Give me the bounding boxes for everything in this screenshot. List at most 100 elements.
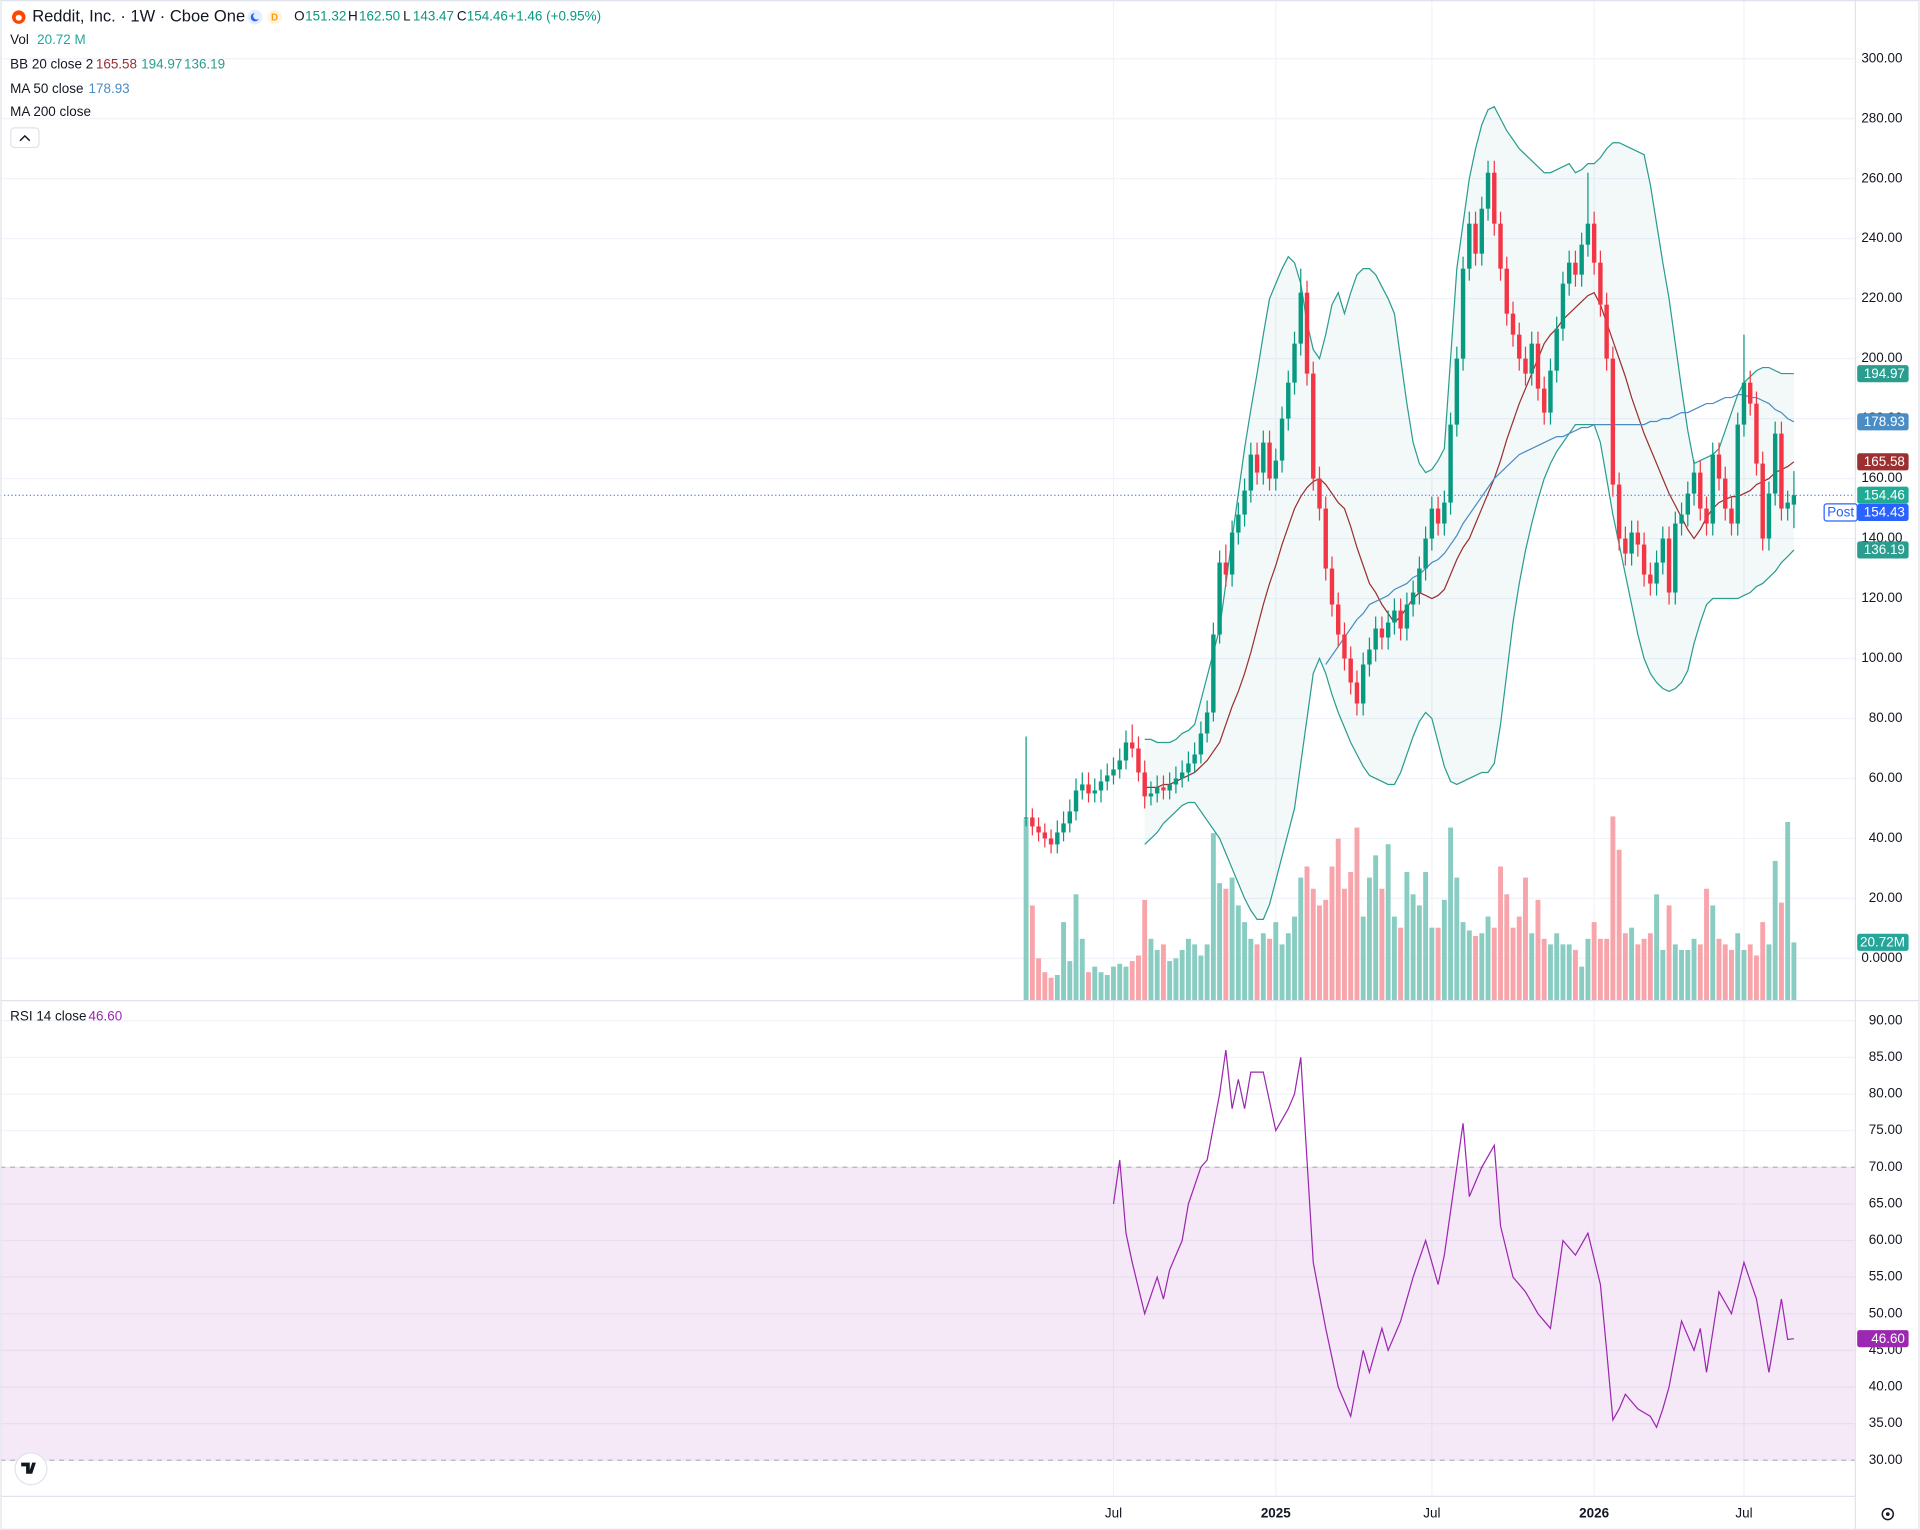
candle-body (1105, 775, 1110, 782)
volume-bar (1504, 894, 1510, 1001)
volume-bar (1366, 877, 1372, 1001)
y-tick-label: 80.00 (1869, 710, 1903, 725)
candle-body (1554, 328, 1559, 371)
last-price-badge-bg (1857, 486, 1909, 504)
volume-bar (1566, 944, 1572, 1001)
candle-body (1473, 223, 1478, 254)
collapse-button[interactable] (10, 127, 40, 149)
indicator-name[interactable]: RSI 14 close (10, 1009, 86, 1024)
volume-bar (1741, 949, 1747, 1001)
settings-icon[interactable] (1881, 1507, 1895, 1521)
indicator-value: 178.93 (89, 81, 130, 96)
candle-body (1585, 223, 1591, 245)
indicator-name[interactable]: BB 20 close 2 (10, 56, 93, 71)
post-tag-bg (1823, 503, 1858, 522)
volume-bar (1148, 938, 1154, 1001)
ohlc-value: 154.46 (467, 9, 508, 24)
candle-body (1404, 604, 1410, 629)
volume-bar (1061, 922, 1066, 1001)
candle-body (1360, 664, 1366, 704)
candle-body (1042, 832, 1048, 839)
candle-body (1754, 403, 1759, 464)
volume-bar (1672, 944, 1678, 1001)
volume-bar (1541, 938, 1547, 1001)
ohlc-value: 162.50 (359, 9, 400, 24)
volume-bar (1073, 894, 1079, 1001)
candle-body (1192, 754, 1197, 764)
candle-body (1348, 658, 1353, 683)
volume-bar (1104, 974, 1110, 1001)
volume-bar (1229, 877, 1235, 1001)
volume-bar (1660, 949, 1666, 1001)
candle-body (1142, 772, 1147, 797)
candle-body (1417, 568, 1422, 593)
candle-body (1748, 382, 1753, 404)
volume-bar (1267, 938, 1272, 1001)
candle-body (1373, 628, 1378, 650)
volume-bar (1036, 958, 1042, 1001)
candle-body (1098, 781, 1104, 791)
candle-body (1273, 460, 1278, 479)
candle-body (1760, 463, 1765, 539)
indicator-name[interactable]: MA 50 close (10, 81, 83, 96)
volume-bar (1323, 899, 1329, 1001)
candle-body (1442, 502, 1447, 524)
last-price-badge: 154.46 (1864, 487, 1905, 502)
volume-bar (1691, 938, 1697, 1001)
grid (0, 0, 1855, 1496)
volume-bar (1629, 927, 1635, 1001)
volume-bar (1373, 855, 1379, 1001)
candle-body (1342, 634, 1347, 659)
candle-body (1111, 769, 1116, 776)
volume-bar (1579, 966, 1585, 1001)
volume-bar (1529, 933, 1535, 1001)
volume-bar (1572, 949, 1578, 1001)
volume-bar (1778, 902, 1784, 1001)
tv-logo-mark (21, 1462, 36, 1474)
symbol-title: Reddit, Inc. · 1W · Cboe One (32, 6, 245, 25)
y-tick-label: 60.00 (1869, 770, 1903, 785)
volume-bar (1604, 938, 1610, 1001)
rsi-tick-label: 70.00 (1869, 1159, 1903, 1174)
volume-bar (1260, 933, 1266, 1001)
bb-upper (1144, 105, 1794, 744)
x-tick-label: 2026 (1579, 1506, 1609, 1521)
rsi-badge-bg (1857, 1330, 1909, 1348)
candle-body (1410, 592, 1416, 605)
candle-body (1367, 649, 1372, 665)
ohlc-label: L (403, 9, 411, 24)
bb-lower-badge-bg (1857, 541, 1909, 559)
candle-body (1666, 538, 1672, 593)
delay-badge[interactable] (267, 9, 282, 25)
candle-body (1710, 454, 1715, 524)
volume-bar (1591, 922, 1597, 1001)
indicator-name[interactable]: Vol (10, 32, 29, 47)
volume-bar (1304, 866, 1310, 1001)
candle-body (1130, 742, 1135, 749)
volume-bar (1554, 933, 1560, 1001)
indicator-name[interactable]: MA 200 close (10, 104, 91, 119)
volume-bar (1235, 905, 1241, 1001)
volume-bar (1754, 955, 1759, 1001)
candle-body (1292, 343, 1297, 383)
volume-bar (1772, 860, 1778, 1001)
volume-bar (1622, 933, 1628, 1001)
candle-body (1279, 418, 1285, 461)
candle-body (1772, 433, 1778, 494)
y-tick-label: 200.00 (1861, 350, 1902, 365)
volume-bar (1391, 916, 1397, 1001)
y-tick-label: 160.00 (1861, 470, 1902, 485)
volume-bar (1722, 944, 1728, 1001)
volume-bar (1310, 888, 1316, 1001)
ma50-badge: 178.93 (1864, 414, 1905, 429)
candle-body (1323, 508, 1328, 569)
y-tick-label: 20.00 (1869, 890, 1903, 905)
axis-badges: 194.97 178.93 165.58 154.46 154.43 Post 136.19… (1823, 365, 1909, 1348)
candle-body (1267, 442, 1272, 479)
post-price-badge-bg (1857, 503, 1909, 521)
volume-bar (1048, 977, 1054, 1001)
volume-bar (1516, 916, 1522, 1001)
volume-bar (1423, 872, 1429, 1001)
volume-bar (1597, 938, 1603, 1001)
